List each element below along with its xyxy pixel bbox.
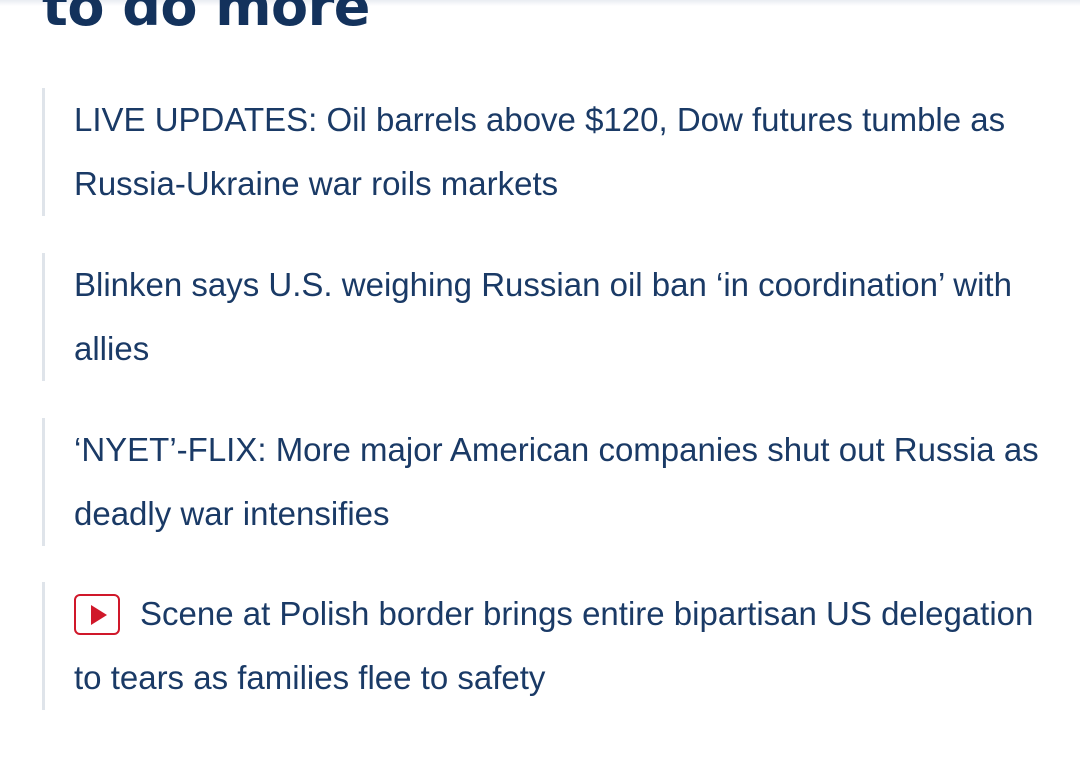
related-link-text: ‘NYET’-FLIX: More major American compani…: [74, 431, 1039, 532]
related-link-item: LIVE UPDATES: Oil barrels above $120, Do…: [42, 88, 1052, 216]
related-link-text: Blinken says U.S. weighing Russian oil b…: [74, 266, 1012, 367]
related-link-item: Blinken says U.S. weighing Russian oil b…: [42, 253, 1052, 381]
related-link-polish-border[interactable]: Scene at Polish border brings entire bip…: [74, 582, 1052, 710]
related-links-list: LIVE UPDATES: Oil barrels above $120, Do…: [42, 88, 1052, 747]
related-link-item: Scene at Polish border brings entire bip…: [42, 582, 1052, 710]
header-shadow: [0, 0, 1080, 6]
video-play-icon: [74, 594, 120, 635]
article-headline: to do more: [42, 0, 370, 38]
related-link-oil-prices[interactable]: LIVE UPDATES: Oil barrels above $120, Do…: [74, 88, 1052, 216]
related-link-text: Scene at Polish border brings entire bip…: [74, 595, 1034, 696]
related-link-nyet-flix[interactable]: ‘NYET’-FLIX: More major American compani…: [74, 418, 1052, 546]
related-link-text: LIVE UPDATES: Oil barrels above $120, Do…: [74, 101, 1006, 202]
related-link-item: ‘NYET’-FLIX: More major American compani…: [42, 418, 1052, 546]
related-link-blinken[interactable]: Blinken says U.S. weighing Russian oil b…: [74, 253, 1052, 381]
